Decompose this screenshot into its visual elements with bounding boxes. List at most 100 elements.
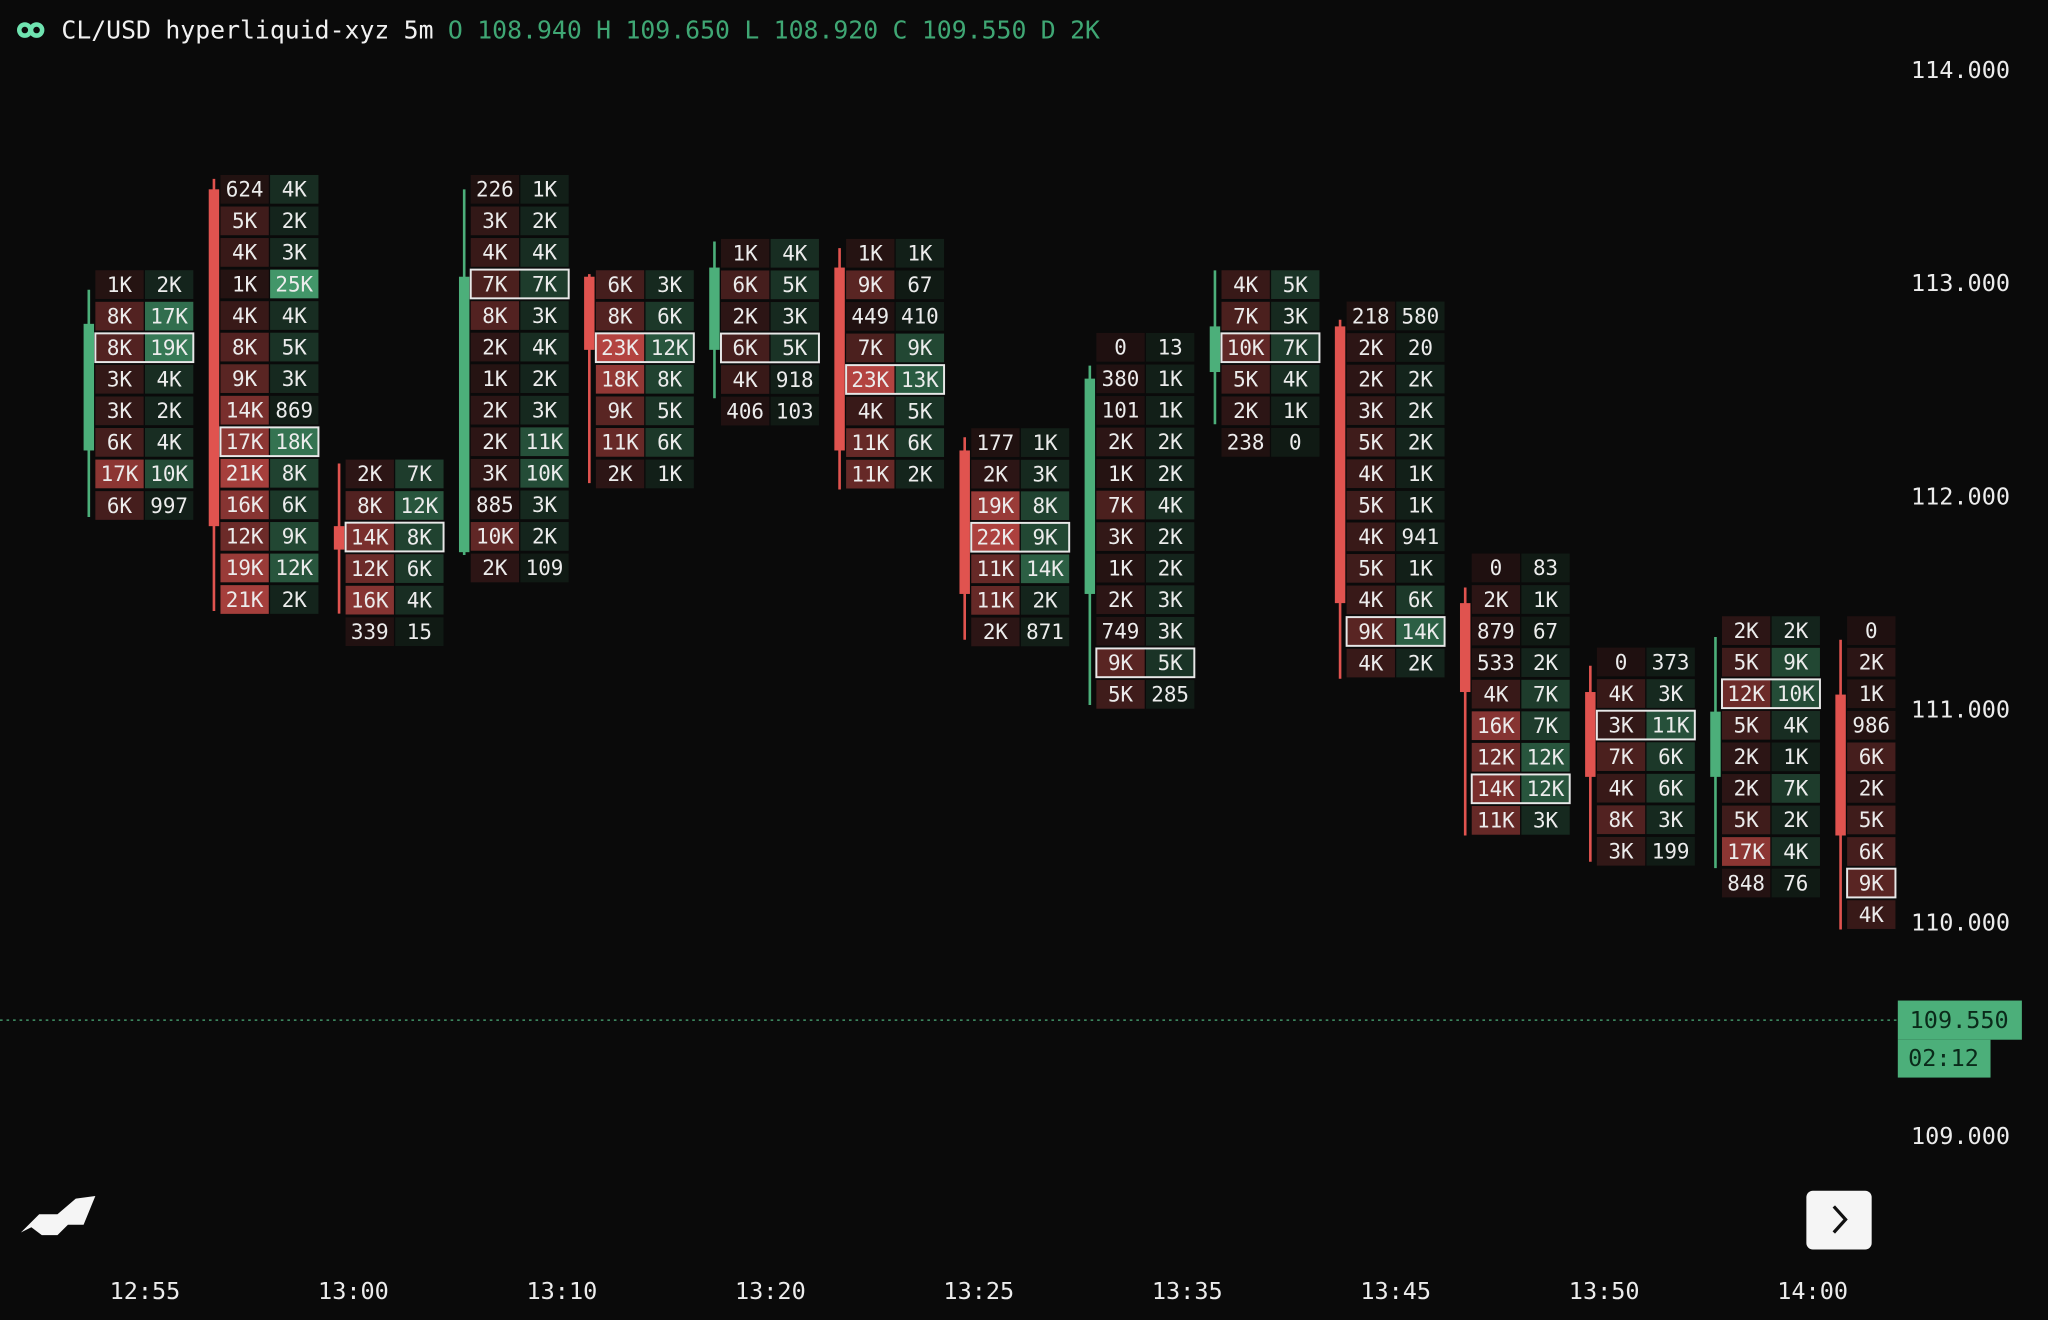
cell-volume: 67 [907,273,932,297]
cell-bg [1521,711,1570,741]
candle-body [1835,694,1846,836]
cell-bg [1145,522,1195,551]
cell-bg [1145,490,1195,520]
cell-bg [220,364,269,393]
cell-volume: 871 [1026,620,1064,644]
cell-bg [1521,553,1570,583]
cell-bg [770,333,819,363]
cell-bg [470,174,520,204]
candle-body [83,323,95,451]
poc-outline [1721,678,1821,710]
cell-bg [270,585,319,614]
cell-bg [1471,711,1521,741]
cell-volume: 7K [1783,777,1809,801]
cell-bg [595,459,645,489]
cell-bg [595,301,645,331]
price-tag [1897,1000,2022,1040]
cell-bg [1721,837,1771,866]
cell-bg [470,206,520,236]
cell-bg [1721,647,1771,677]
cell-bg [595,333,645,363]
cell-bg [1096,364,1145,394]
cell-volume: 1K [107,273,133,297]
cell-volume: 449 [851,305,889,329]
cell-bg [1721,868,1771,898]
cell-volume: 997 [150,494,188,518]
cell-volume: 2K [1158,462,1184,486]
cell-bg [1521,648,1570,677]
cell-volume: 1K [1108,462,1134,486]
cell-volume: 410 [901,305,939,329]
cell-bg [1271,396,1320,426]
cell-volume: 12K [401,494,439,518]
poc-outline [1220,332,1321,364]
stat-label: H [596,15,611,44]
cell-bg [1471,648,1521,677]
cell-volume: 12K [1527,746,1565,770]
cell-bg [1646,836,1695,866]
cell-volume: 2K [983,462,1009,486]
cell-volume: 5K [1734,650,1760,674]
cell-bg [270,364,319,393]
cell-bg [144,428,194,457]
cell-volume: 4K [733,368,759,392]
cell-volume: 8K [607,304,633,328]
cell-bg [470,553,520,583]
cell-bg [1471,679,1521,709]
cell-volume: 3K [1108,525,1134,549]
cell-bg [270,458,319,488]
cell-volume: 25K [275,272,313,296]
cell-bg [1221,428,1270,457]
cell-volume: 8K [1608,808,1634,832]
cell-volume: 1K [532,178,558,202]
cell-volume: 4K [1358,462,1384,486]
cell-volume: 941 [1402,525,1440,549]
candle-body [208,189,220,527]
cell-bg [1020,617,1070,647]
cell-bg [971,459,1020,489]
chevron[interactable] [1832,1205,1848,1234]
cell-bg [1271,428,1320,457]
scroll-button-bg[interactable] [1806,1190,1872,1250]
cell-bg [1020,522,1070,552]
cell-bg [971,585,1020,615]
cell-volume: 10K [1227,336,1265,360]
cell-bg [1271,270,1320,299]
cell-volume: 4K [407,588,433,612]
cell-bg [720,333,770,363]
cell-volume: 6K [1658,776,1684,800]
cell-bg [470,269,520,299]
cell-volume: 17K [1727,840,1765,864]
cell-bg [520,553,569,583]
cell-volume: 12K [1727,682,1765,706]
scroll-button[interactable] [1806,1190,1872,1250]
cell-bg [1145,427,1195,457]
cell-volume: 9K [1032,526,1058,550]
cell-bg [645,270,694,299]
cell-volume: 5K [1859,808,1885,832]
cell-volume: 2K [1108,430,1134,454]
y-tick-label: 113.000 [1911,269,2010,297]
cell-bg [345,617,394,647]
cell-bg [95,491,144,520]
cell-bg [1271,301,1320,331]
cell-bg [895,365,945,394]
cell-bg [1096,585,1145,615]
cell-volume: 7K [1608,745,1634,769]
cell-bg [520,238,569,267]
cell-volume: 13K [901,368,939,392]
cell-volume: 21K [226,462,264,486]
header-icon [16,22,45,38]
y-tick: 112.000 [1911,482,2010,510]
cell-volume: 6K [607,273,633,297]
cell-bg [470,458,520,488]
poc-outline [1345,616,1446,647]
cell-volume: 3K [657,273,683,297]
cell-bg [144,333,194,363]
cell-volume: 624 [226,178,264,202]
cell-bg [95,428,144,457]
cell-bg [770,302,819,331]
cell-bg [1096,553,1145,583]
cell-bg [1396,554,1445,583]
